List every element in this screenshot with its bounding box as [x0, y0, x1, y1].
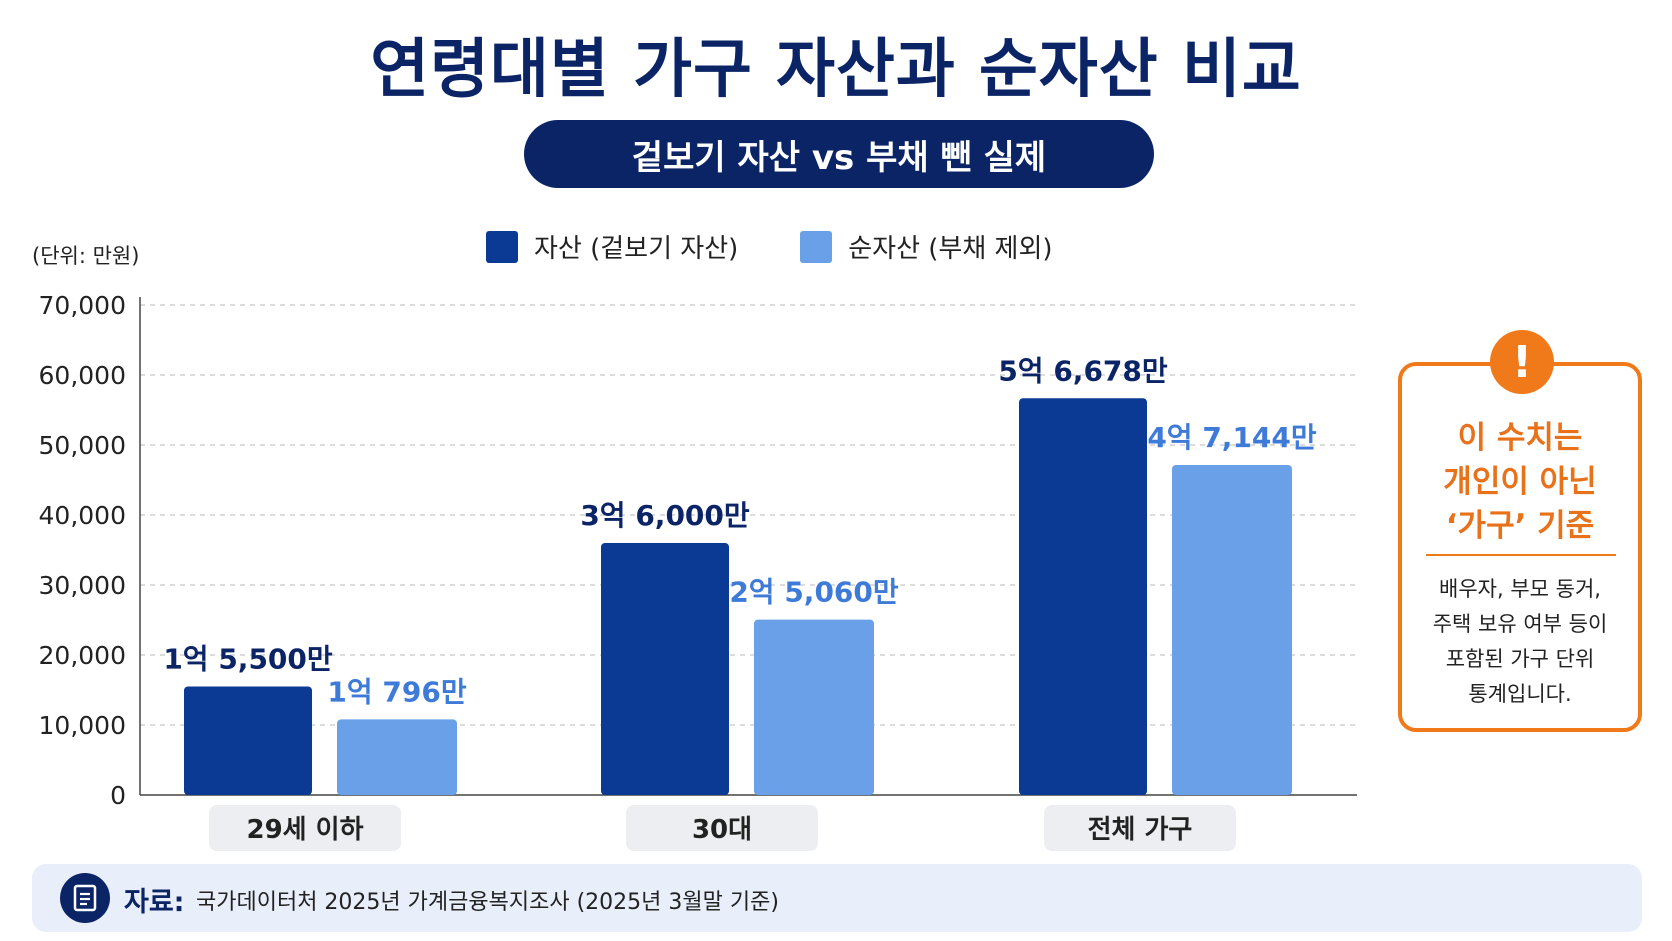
y-tick-label: 30,000	[39, 571, 126, 600]
legend-label-net-assets: 순자산 (부채 제외)	[848, 234, 1053, 264]
bar	[601, 543, 729, 795]
source-label: 자료:	[124, 887, 185, 918]
legend-swatch-net-assets	[800, 230, 833, 263]
bar-data-label: 2억 5,060만	[729, 576, 899, 609]
bar-data-label: 5억 6,678만	[998, 354, 1168, 387]
bar-data-label: 1억 5,500만	[163, 643, 333, 676]
chart-legend: 자산 (겉보기 자산) 순자산 (부채 제외)	[486, 228, 1053, 265]
unit-label: (단위: 만원)	[32, 244, 140, 268]
bar	[184, 686, 312, 795]
y-tick-label: 70,000	[39, 291, 126, 320]
bar-data-label: 4억 7,144만	[1147, 421, 1317, 454]
note-box	[1398, 362, 1642, 732]
y-tick-label: 10,000	[39, 711, 126, 740]
source-bar	[32, 864, 1642, 932]
note-body: 배우자, 부모 동거, 주택 보유 여부 등이 포함된 가구 단위 통계입니다.	[1432, 577, 1608, 706]
legend-item-net-assets: 순자산 (부채 제외)	[800, 228, 1053, 265]
y-tick-label: 40,000	[39, 501, 126, 530]
category-pill	[626, 805, 818, 851]
y-tick-label: 20,000	[39, 641, 126, 670]
bar	[754, 619, 874, 795]
legend-item-assets: 자산 (겉보기 자산)	[486, 228, 738, 265]
y-tick-label: 50,000	[39, 431, 126, 460]
bar	[1019, 398, 1147, 795]
x-tick-label: 29세 이하	[247, 815, 364, 845]
category-pill	[209, 805, 401, 851]
document-icon	[60, 873, 110, 923]
legend-label-assets: 자산 (겉보기 자산)	[534, 234, 739, 264]
y-tick-label: 60,000	[39, 361, 126, 390]
category-pill	[1044, 805, 1236, 851]
x-tick-label: 30대	[692, 815, 752, 845]
x-tick-label: 전체 가구	[1088, 815, 1193, 845]
subtitle-pill: 겉보기 자산 vs 부채 뺀 실제	[524, 120, 1154, 188]
y-tick-label: 0	[110, 781, 126, 810]
exclamation-icon: !	[1490, 330, 1554, 394]
page-title: 연령대별 가구 자산과 순자산 비교	[370, 33, 1302, 107]
legend-swatch-assets	[486, 230, 518, 263]
bar	[1172, 464, 1292, 795]
source-text: 국가데이터처 2025년 가계금융복지조사 (2025년 3월말 기준)	[196, 890, 779, 915]
bar	[337, 719, 457, 795]
bar-data-label: 3억 6,000만	[580, 499, 750, 532]
note-divider	[1426, 554, 1616, 556]
note-heading: 이 수치는 개인이 아닌 ‘가구’ 기준	[1443, 420, 1597, 544]
bar-data-label: 1억 796만	[327, 675, 466, 708]
subtitle-text: 겉보기 자산 vs 부채 뺀 실제	[631, 137, 1047, 178]
